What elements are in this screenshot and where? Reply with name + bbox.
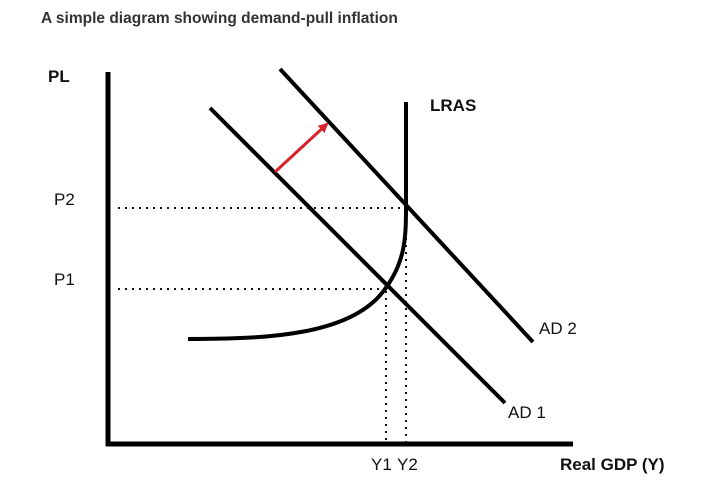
y2-label: Y2 xyxy=(397,455,418,474)
x-axis-label: Real GDP (Y) xyxy=(560,455,665,474)
ad2-label: AD 2 xyxy=(539,319,577,338)
ad2-curve xyxy=(278,67,535,344)
ad1-label: AD 1 xyxy=(508,403,546,422)
diagram-title: A simple diagram showing demand-pull inf… xyxy=(41,10,398,27)
p2-label: P2 xyxy=(54,190,75,209)
lras-label: LRAS xyxy=(430,96,476,115)
y1-label: Y1 xyxy=(371,455,392,474)
ad1-curve xyxy=(208,106,507,405)
p1-label: P1 xyxy=(54,270,75,289)
y-axis-label: PL xyxy=(48,67,70,86)
as-curve xyxy=(187,102,408,341)
demand-shift-arrow xyxy=(273,122,329,174)
